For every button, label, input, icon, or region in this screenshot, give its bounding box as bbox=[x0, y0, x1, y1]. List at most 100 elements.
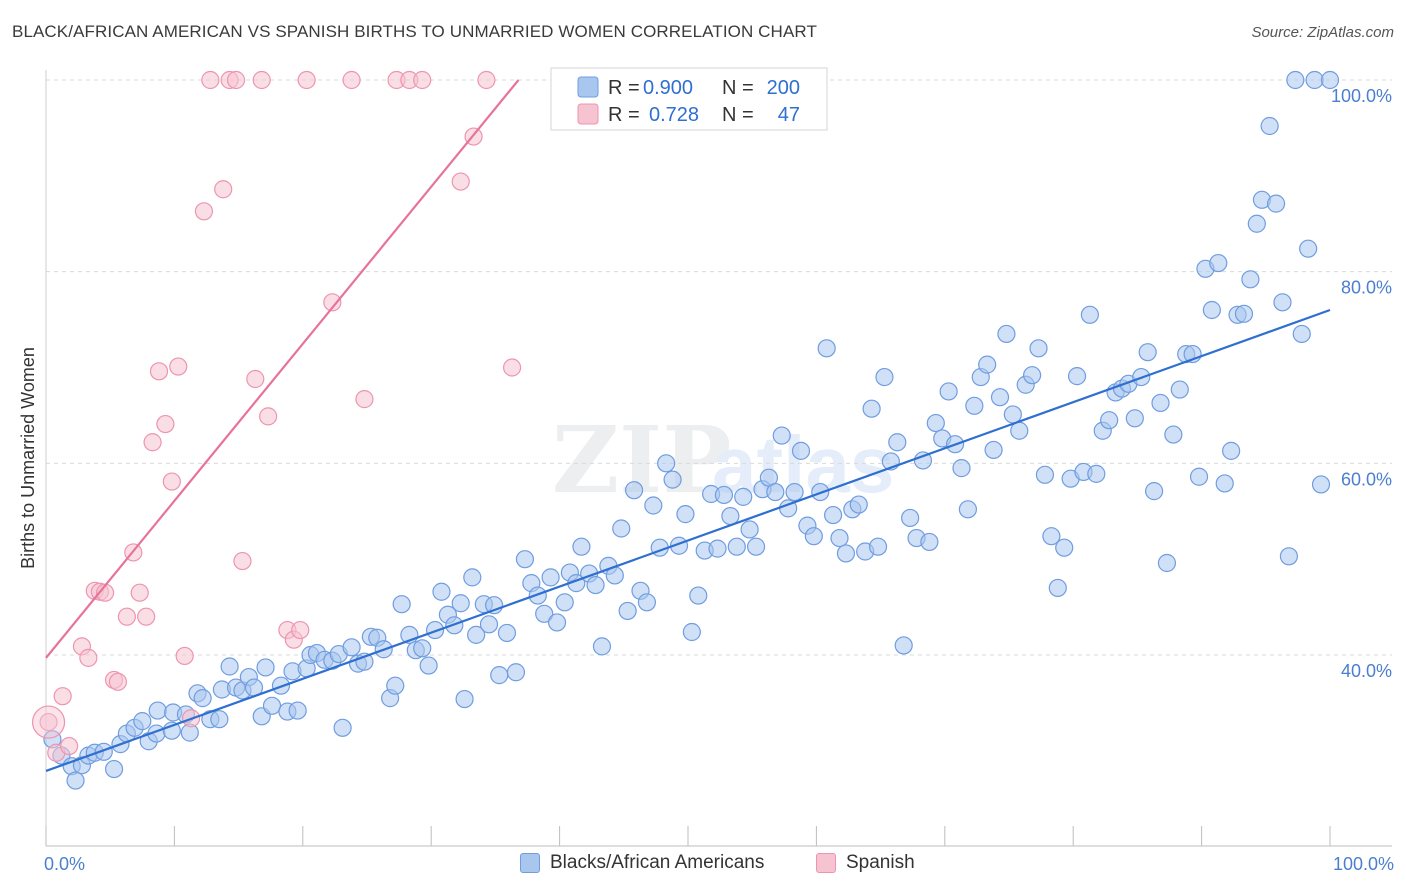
stats-n-label-blue: N = bbox=[722, 77, 754, 99]
blacks-point-83 bbox=[592, 637, 612, 656]
blacks-point-184 bbox=[1241, 270, 1260, 289]
spanish-point-10 bbox=[108, 672, 128, 691]
legend-label-spanish: Spanish bbox=[846, 852, 915, 873]
spanish-point-22 bbox=[194, 202, 214, 221]
blacks-point-121 bbox=[836, 544, 856, 563]
spanish-point-15 bbox=[143, 433, 162, 452]
blacks-point-111 bbox=[772, 426, 791, 445]
blacks-point-172 bbox=[1164, 425, 1183, 444]
blacks-point-139 bbox=[952, 459, 971, 478]
blacks-point-88 bbox=[624, 481, 644, 500]
blacks-point-189 bbox=[1273, 293, 1292, 312]
blacks-point-64 bbox=[467, 625, 486, 644]
spanish-point-20 bbox=[175, 646, 194, 666]
spanish-point-44 bbox=[502, 358, 522, 377]
blacks-point-154 bbox=[1048, 578, 1067, 598]
spanish-point-40 bbox=[413, 70, 432, 90]
spanish-point-24 bbox=[214, 180, 233, 199]
blacks-point-155 bbox=[1055, 538, 1074, 557]
blacks-point-101 bbox=[708, 539, 727, 558]
spanish-point-28 bbox=[246, 369, 265, 389]
blacks-point-173 bbox=[1170, 380, 1189, 399]
blacks-point-160 bbox=[1087, 464, 1106, 483]
blacks-point-21 bbox=[193, 689, 212, 708]
blacks-point-181 bbox=[1222, 441, 1241, 460]
blacks-point-87 bbox=[618, 601, 637, 621]
blacks-point-75 bbox=[541, 568, 560, 587]
legend-item-spanish[interactable]: Spanish bbox=[816, 852, 915, 874]
blacks-point-131 bbox=[901, 508, 920, 528]
blacks-point-116 bbox=[804, 527, 823, 546]
blacks-point-73 bbox=[528, 586, 547, 605]
y-tick-label-40: 40.0% bbox=[1341, 661, 1392, 681]
blacks-point-133 bbox=[913, 451, 933, 470]
blacks-point-96 bbox=[676, 505, 695, 524]
blacks-point-110 bbox=[766, 482, 785, 502]
stats-r-label-pink: R = bbox=[608, 104, 640, 126]
blacks-point-90 bbox=[637, 593, 657, 612]
blacks-point-179 bbox=[1209, 253, 1228, 273]
blacks-point-58 bbox=[432, 582, 451, 601]
y-axis-label: Births to Unmarried Women bbox=[18, 347, 38, 569]
blacks-point-130 bbox=[894, 636, 913, 655]
blacks-point-51 bbox=[386, 676, 405, 695]
y-tick-labels: 40.0% 60.0% 80.0% 100.0% bbox=[1331, 86, 1392, 681]
blacks-point-70 bbox=[506, 663, 526, 682]
spanish-point-11 bbox=[117, 607, 136, 626]
chart-title: BLACK/AFRICAN AMERICAN VS SPANISH BIRTHS… bbox=[12, 22, 817, 41]
blacks-point-56 bbox=[419, 656, 438, 675]
stats-r-value-pink: 0.728 bbox=[649, 104, 699, 126]
blacks-point-137 bbox=[939, 382, 958, 401]
x-tick-label-100: 100.0% bbox=[1333, 854, 1394, 874]
blacks-point-146 bbox=[997, 324, 1016, 344]
blacks-point-185 bbox=[1247, 214, 1266, 233]
spanish-point-34 bbox=[297, 70, 316, 90]
blacks-point-126 bbox=[868, 537, 888, 556]
trend-line-blacks bbox=[45, 308, 1331, 772]
blacks-point-187 bbox=[1260, 116, 1279, 136]
blacks-point-195 bbox=[1311, 475, 1331, 494]
spanish-point-27 bbox=[233, 551, 252, 571]
blacks-point-196 bbox=[1320, 70, 1340, 90]
blacks-point-12 bbox=[133, 712, 152, 731]
blacks-point-104 bbox=[727, 537, 746, 556]
blacks-point-69 bbox=[497, 623, 517, 643]
blacks-point-153 bbox=[1042, 527, 1061, 546]
blacks-point-170 bbox=[1151, 393, 1170, 413]
spanish-point-18 bbox=[162, 472, 181, 491]
stats-swatch-blue bbox=[577, 76, 599, 98]
stats-legend: R = 0.900 N = 200 R = 0.728 N = 47 bbox=[550, 67, 828, 131]
spanish-point-16 bbox=[149, 362, 169, 381]
spanish-point-3 bbox=[60, 736, 79, 756]
blacks-point-176 bbox=[1189, 467, 1209, 486]
blacks-point-188 bbox=[1266, 194, 1286, 213]
blacks-point-157 bbox=[1067, 367, 1087, 386]
blacks-point-106 bbox=[740, 520, 759, 539]
blacks-point-98 bbox=[689, 586, 708, 605]
legend-swatch-spanish bbox=[816, 853, 836, 873]
blacks-point-52 bbox=[392, 595, 411, 614]
blacks-point-55 bbox=[413, 639, 432, 658]
blacks-point-166 bbox=[1125, 409, 1144, 428]
blacks-point-134 bbox=[920, 532, 939, 552]
spanish-point-23 bbox=[201, 70, 220, 90]
blacks-point-93 bbox=[657, 454, 676, 473]
legend-item-blacks[interactable]: Blacks/African Americans bbox=[520, 852, 764, 874]
blacks-point-147 bbox=[1003, 405, 1022, 424]
blacks-point-77 bbox=[555, 593, 574, 612]
spanish-point-30 bbox=[259, 407, 278, 426]
spanish-point-26 bbox=[226, 70, 246, 90]
spanish-point-5 bbox=[79, 648, 98, 667]
legend-swatch-blacks bbox=[520, 853, 540, 873]
blacks-point-192 bbox=[1292, 324, 1311, 344]
blacks-point-63 bbox=[463, 568, 482, 587]
spanish-point-14 bbox=[137, 607, 156, 626]
blacks-point-144 bbox=[984, 440, 1003, 460]
blacks-point-193 bbox=[1299, 239, 1318, 258]
blacks-point-15 bbox=[148, 701, 167, 720]
spanish-point-19 bbox=[169, 357, 188, 376]
blacks-point-97 bbox=[682, 622, 701, 642]
blacks-point-145 bbox=[990, 388, 1010, 407]
blacks-point-151 bbox=[1029, 339, 1048, 358]
blacks-point-94 bbox=[663, 470, 682, 489]
